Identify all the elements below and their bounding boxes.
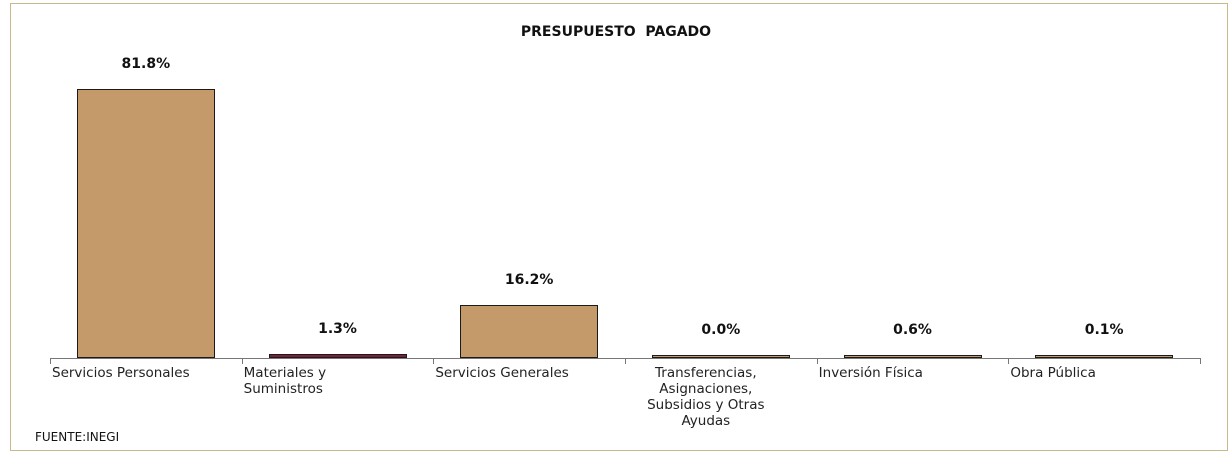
bar: [843, 355, 982, 358]
bar: [1035, 355, 1174, 358]
x-tick: [1200, 358, 1201, 364]
bar: [651, 355, 790, 358]
data-label: 16.2%: [504, 271, 554, 288]
data-label: 1.3%: [318, 320, 357, 337]
x-tick: [1008, 358, 1010, 364]
bar: [76, 89, 215, 358]
source-note: FUENTE:INEGI: [35, 430, 120, 444]
x-tick: [433, 358, 435, 364]
x-tick-label: Transferencias, Asignaciones, Subsidios …: [647, 365, 765, 429]
bar: [268, 353, 407, 358]
chart-title: PRESUPUESTO PAGADO: [520, 24, 712, 40]
bar: [460, 304, 599, 358]
x-tick-label: Servicios Personales: [52, 365, 190, 381]
data-label: 0.0%: [701, 322, 741, 338]
x-tick-label: Servicios Generales: [435, 365, 569, 381]
x-tick: [625, 358, 626, 364]
data-label: 0.1%: [1084, 322, 1124, 338]
data-label: 81.8%: [121, 56, 171, 72]
x-tick-label: Inversión Física: [818, 365, 923, 381]
x-tick: [816, 358, 818, 364]
x-tick: [50, 358, 51, 364]
data-label: 0.6%: [893, 322, 932, 338]
x-tick-label: Materiales y Suministros: [243, 365, 327, 397]
x-tick: [241, 358, 243, 364]
x-tick-label: Obra Pública: [1010, 365, 1096, 381]
frame: [10, 3, 1228, 451]
